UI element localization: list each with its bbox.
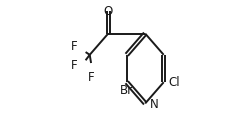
Text: F: F (87, 71, 94, 84)
Text: F: F (70, 40, 77, 53)
Text: Br: Br (119, 84, 132, 97)
Text: F: F (70, 59, 77, 72)
Text: O: O (103, 5, 112, 18)
Text: N: N (149, 98, 158, 111)
Text: Cl: Cl (168, 76, 179, 89)
